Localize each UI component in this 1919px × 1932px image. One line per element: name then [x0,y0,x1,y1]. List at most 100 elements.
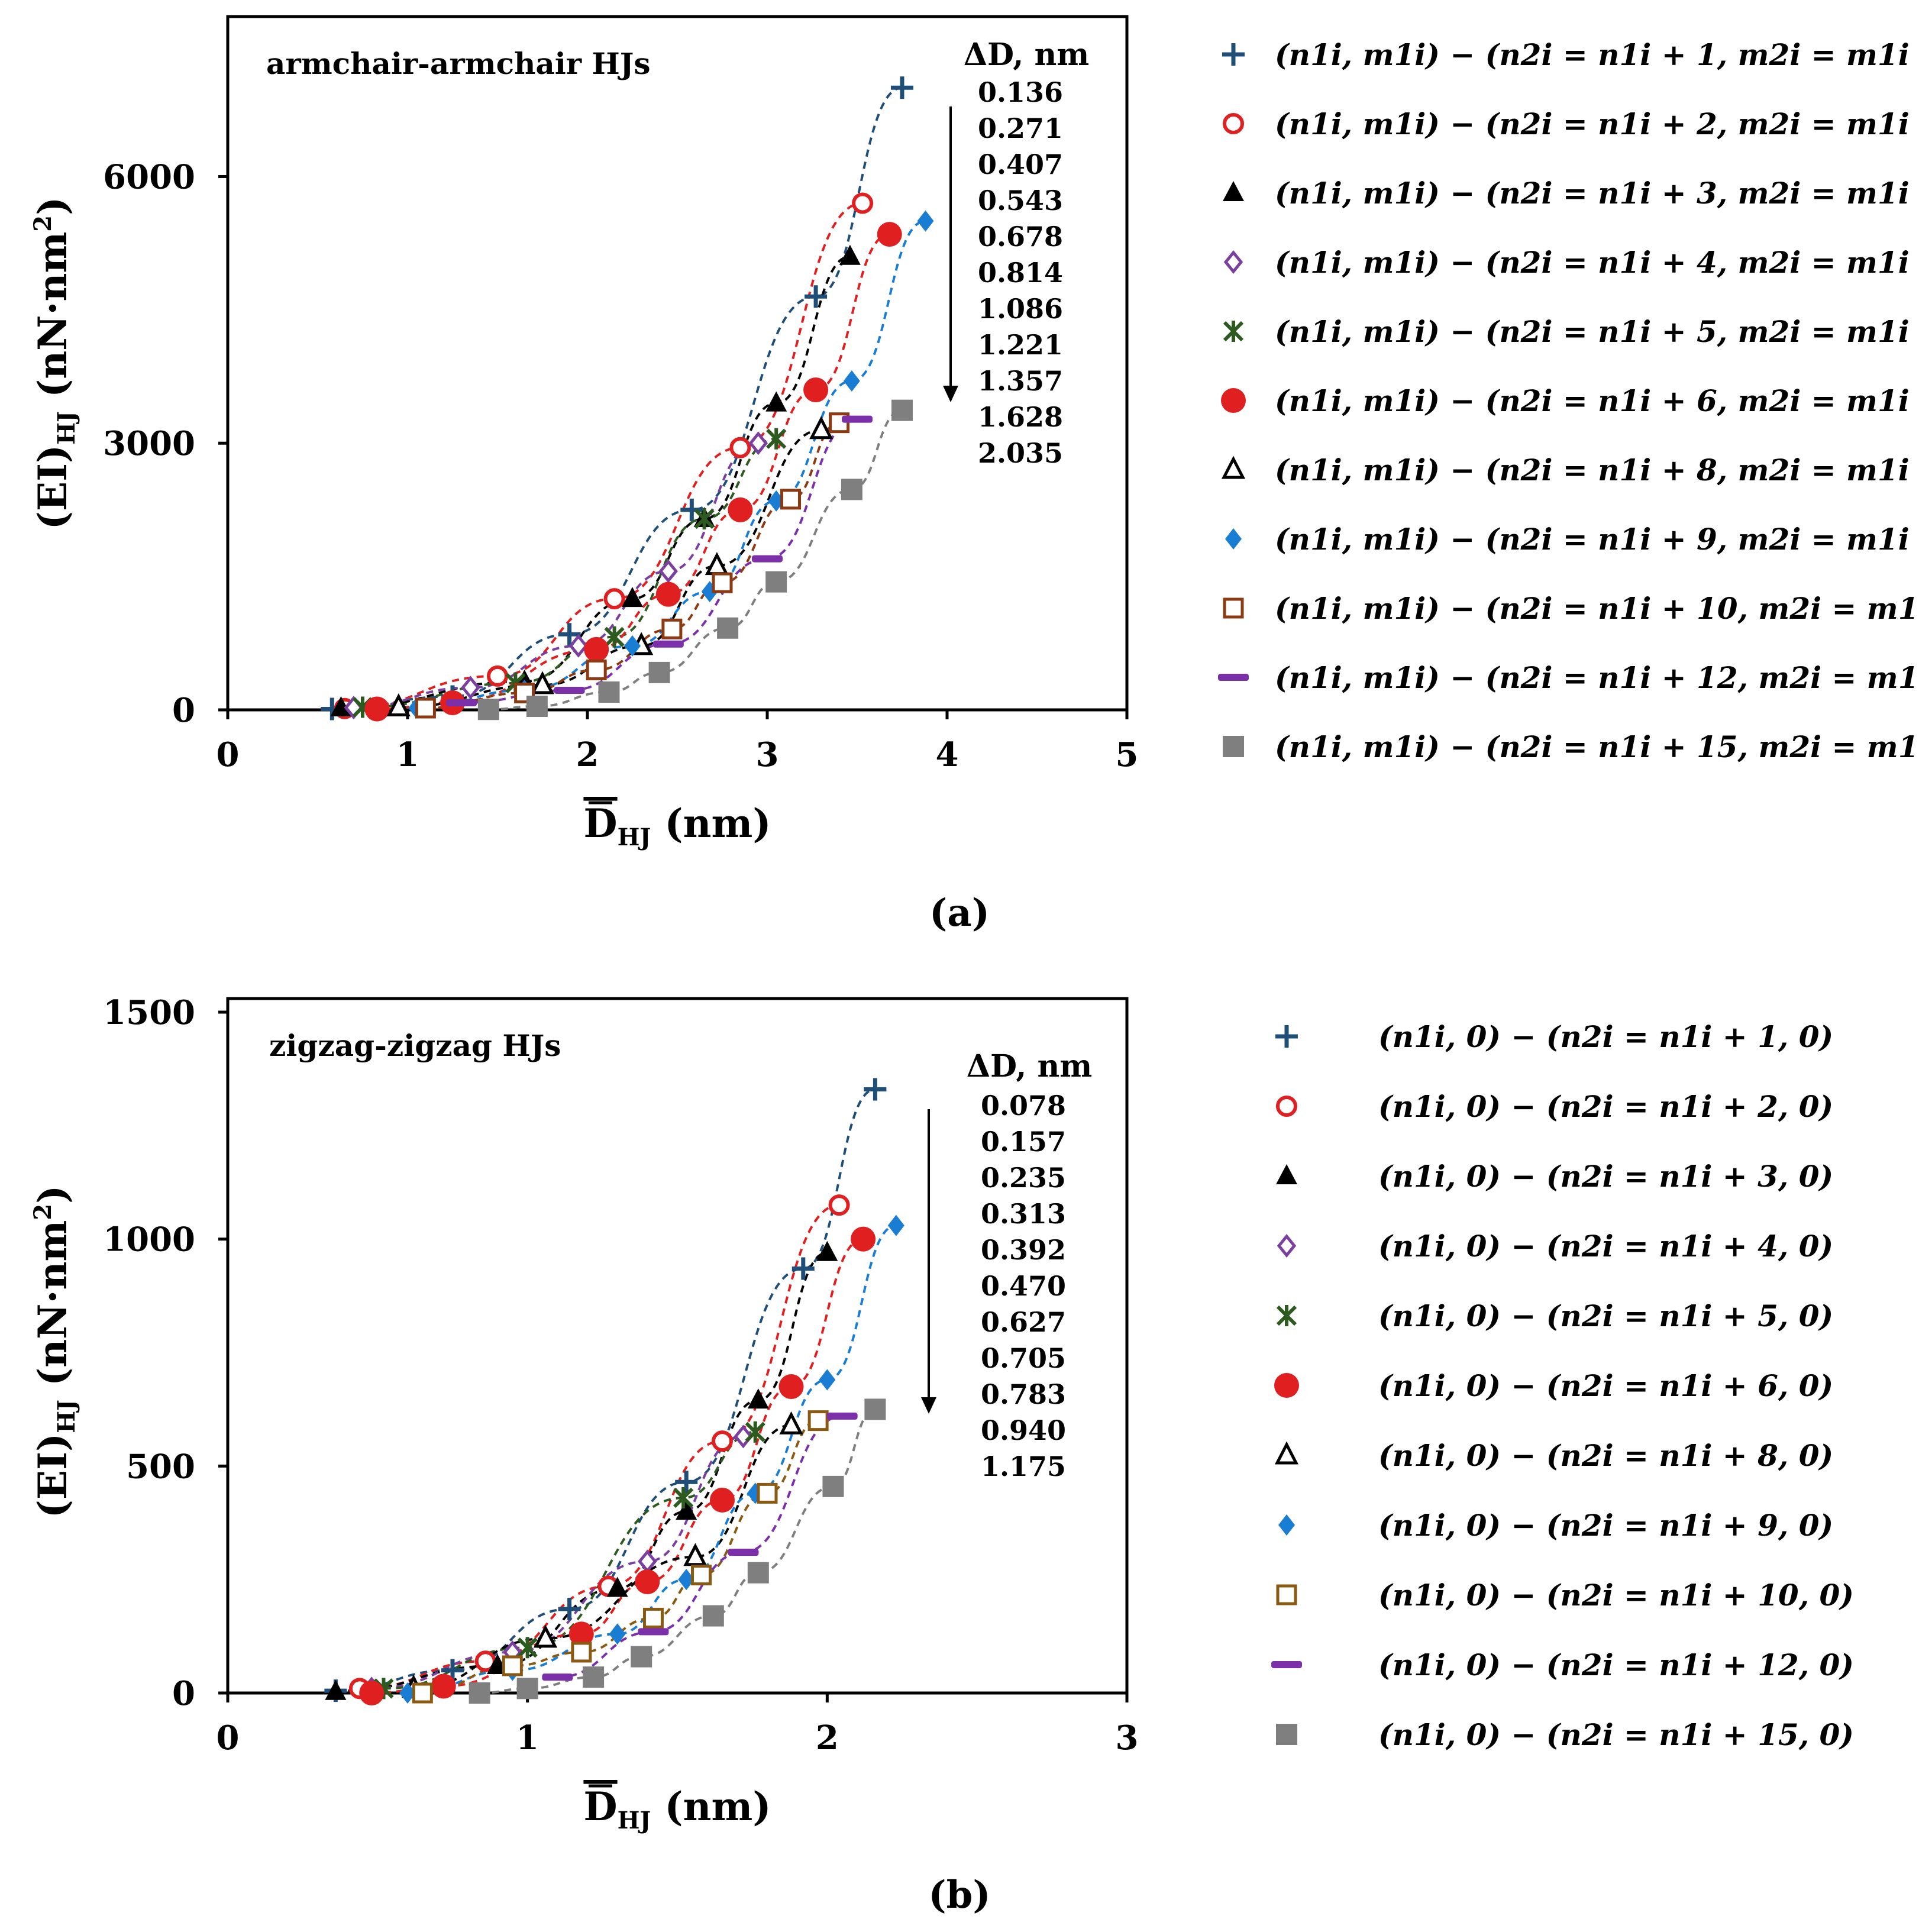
legend-marker-+15 [1223,736,1244,757]
panel-label: (b) [928,1873,990,1917]
legend-marker-+6 [1221,388,1246,413]
legend-marker-+1 [1222,43,1245,66]
data-point-+10 [757,1482,778,1504]
chart-title: zigzag-zigzag HJs [269,1028,561,1063]
data-point-+6 [655,581,681,607]
data-point-+4 [568,634,589,658]
legend-marker-+3 [1276,1164,1297,1184]
data-point-+4 [658,559,679,583]
trendline-+3 [335,1251,828,1693]
x-axis-label: DHJ (nm) [583,1784,771,1834]
data-point-+1 [891,76,913,99]
data-point-+15 [598,681,620,703]
data-point-+6 [877,222,902,247]
legend-marker-+10 [1223,597,1244,619]
trendline-+6 [371,1238,864,1694]
legend-label: (n1i, 0) − (n2i = n1i + 4, 0) [1378,1229,1833,1264]
data-point-+15 [702,1605,724,1627]
data-point-+1 [864,1078,887,1101]
data-point-+12 [638,1628,669,1636]
delta-value: 1.175 [981,1450,1066,1482]
legend-label: (n1i, m1i) − (n2i = n1i + 3, m2i = m1i +… [1275,176,1919,211]
data-point-+1 [558,1598,581,1621]
y-axis-label-unit: (nN·nm [30,1220,76,1400]
x-tick-label: 0 [217,1718,240,1757]
data-point-+1 [805,285,828,308]
legend-label: (n1i, 0) − (n2i = n1i + 1, 0) [1378,1019,1833,1054]
data-point-+6 [710,1487,735,1513]
data-point-+15 [717,617,739,639]
plot-frame [226,997,1129,1695]
y-tick-label: 1000 [103,1220,195,1259]
trendline-+12 [557,1414,842,1679]
x-tick-label: 3 [756,735,779,774]
data-point-+15 [864,1398,886,1420]
legend-marker-+2 [1276,1096,1297,1117]
legend-label: (n1i, m1i) − (n2i = n1i + 6, m2i = m1i +… [1275,383,1919,418]
x-axis-label-unit: (nm) [651,1784,771,1830]
delta-value: 2.035 [978,437,1063,469]
legend-label: (n1i, m1i) − (n2i = n1i + 9, m2i = m1i +… [1275,522,1919,557]
y-tick-label: 1500 [103,993,195,1032]
data-point-+9 [609,1623,626,1645]
legend-marker-+9 [1225,528,1242,550]
data-point-+12 [446,699,477,706]
legend-label: (n1i, 0) − (n2i = n1i + 15, 0) [1378,1717,1854,1752]
delta-header: ΔD, nm [964,37,1090,73]
panel-label: (a) [929,891,990,935]
legend-marker-+4 [1277,1234,1297,1258]
legend-label: (n1i, m1i) − (n2i = n1i + 8, m2i = m1i +… [1275,453,1919,487]
data-point-+3 [325,1679,347,1700]
data-point-+15 [583,1666,605,1688]
panel-a: 0 1 2 3 4 5 0 3000 6000 armchair-armchair HJs ΔD, … [29,15,1919,935]
delta-arrowhead [921,1397,936,1414]
trendline-+2 [359,1204,839,1690]
legend-label: (n1i, 0) − (n2i = n1i + 2, 0) [1378,1089,1833,1124]
legend-label: (n1i, 0) − (n2i = n1i + 5, 0) [1378,1298,1833,1333]
y-axis-label-unit: (nN·nm [30,232,76,411]
legend-label: (n1i, 0) − (n2i = n1i + 12, 0) [1378,1647,1854,1682]
delta-value: 0.814 [978,257,1063,289]
data-point-+8 [809,416,833,440]
y-tick-label: 500 [126,1447,195,1486]
data-point-+15 [477,699,499,721]
data-point-+3 [747,1388,769,1409]
y-axis-label-main: (EI) [30,1433,76,1519]
legend-marker-+1 [1275,1025,1298,1048]
delta-value: 0.783 [981,1378,1066,1410]
y-axis-label-sub: HJ [53,411,80,445]
trendline-+1 [335,1088,875,1692]
data-point-+1 [558,623,581,646]
x-axis-label-main: D [583,800,617,847]
legend-marker-+10 [1276,1584,1297,1605]
x-axis-label-unit: (nm) [651,800,771,847]
data-point-+15 [747,1562,769,1584]
data-point-+5 [604,626,625,648]
data-point-+2 [603,588,625,610]
legend-marker-+15 [1276,1724,1297,1745]
x-tick-label: 1 [396,735,419,774]
x-tick-label: 5 [1116,735,1139,774]
delta-value: 0.078 [981,1090,1066,1122]
y-axis-label-sup: 2 [29,215,57,232]
legend-marker-+8 [1221,455,1246,479]
trendline-+2 [344,202,863,710]
legend-marker-+6 [1274,1373,1299,1398]
x-axis-label-main: D [583,1784,617,1830]
x-tick-label: 2 [816,1718,839,1757]
legend-marker-+3 [1223,181,1244,201]
y-tick-label: 0 [172,1674,195,1713]
data-point-+12 [752,555,783,563]
data-point-+6 [851,1226,876,1252]
data-point-+5 [694,508,715,529]
y-axis-label-main: (EI) [30,445,76,530]
trendline-+15 [488,409,903,711]
x-axis-label-sub: HJ [618,823,651,851]
data-point-+10 [642,1607,664,1629]
data-point-+8 [530,671,555,694]
delta-value: 0.678 [978,221,1063,253]
delta-arrowhead [943,386,958,402]
y-axis-label-close: ) [30,1185,76,1204]
trendline-+8 [398,428,822,709]
data-point-+5 [745,1421,765,1443]
